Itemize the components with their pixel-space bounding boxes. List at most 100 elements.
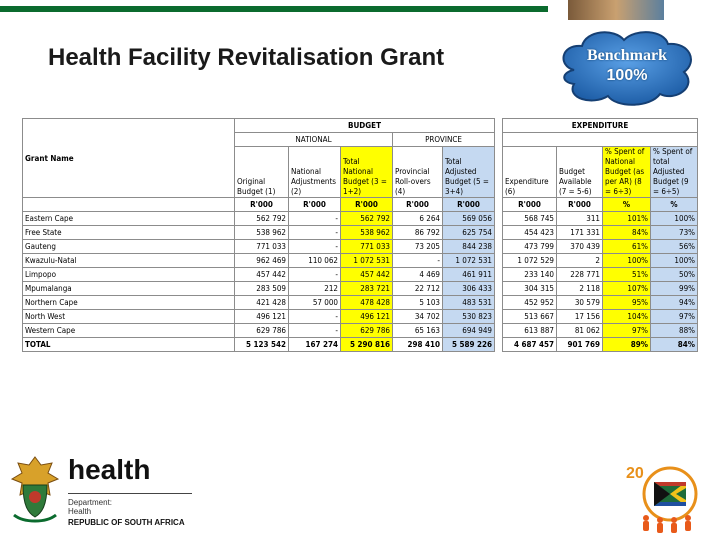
budget-cell: 457 442 bbox=[340, 267, 393, 282]
expenditure-cell: 30 579 bbox=[556, 295, 603, 310]
column-gap bbox=[494, 118, 503, 133]
budget-cell: 5 123 542 bbox=[234, 337, 289, 352]
budget-cell: 771 033 bbox=[234, 239, 289, 254]
table-row: Limpopo 457 442-457 442 4 469 461 911 233 14… bbox=[22, 267, 698, 282]
expenditure-subheader-blank bbox=[502, 132, 698, 147]
expenditure-cell: 84% bbox=[602, 225, 651, 240]
table-body: Eastern Cape 562 792-562 792 6 264 569 056 5… bbox=[22, 211, 698, 352]
expenditure-cell: 104% bbox=[602, 309, 651, 324]
expenditure-cell: 100% bbox=[650, 253, 698, 268]
budget-cell: 496 121 bbox=[340, 309, 393, 324]
unit-cell: R'000 bbox=[556, 197, 603, 212]
total-row: TOTAL 5 123 542 167 274 5 290 816 298 410 5 5… bbox=[22, 337, 698, 352]
province-name: Northern Cape bbox=[22, 295, 235, 310]
grant-table: Grant Name BUDGET EXPENDITURE NATIONAL P… bbox=[22, 118, 698, 352]
col-pct-national: % Spent of National Budget (as per AR) (… bbox=[602, 146, 651, 198]
column-gap bbox=[494, 281, 503, 296]
column-header-row: Original Budget (1) National Adjustments… bbox=[23, 146, 698, 198]
unit-cell: R'000 bbox=[340, 197, 393, 212]
expenditure-cell: 56% bbox=[650, 239, 698, 254]
budget-cell: 478 428 bbox=[340, 295, 393, 310]
expenditure-cell: 513 667 bbox=[502, 309, 557, 324]
column-gap bbox=[494, 239, 503, 254]
column-gap bbox=[494, 295, 503, 310]
expenditure-cell: 100% bbox=[650, 211, 698, 226]
province-name: Kwazulu-Natal bbox=[22, 253, 235, 268]
header-title-panel bbox=[0, 12, 548, 90]
budget-cell: 844 238 bbox=[442, 239, 495, 254]
column-gap bbox=[494, 253, 503, 268]
province-subheader: PROVINCE bbox=[392, 132, 495, 147]
grant-name-label: Grant Name bbox=[25, 153, 74, 163]
anniversary-logo-icon: 20 bbox=[626, 465, 698, 533]
health-wordmark: health bbox=[68, 454, 151, 485]
column-gap bbox=[494, 225, 503, 240]
expenditure-cell: 88% bbox=[650, 323, 698, 338]
budget-cell: - bbox=[392, 253, 443, 268]
budget-cell: - bbox=[288, 323, 341, 338]
province-name: North West bbox=[22, 309, 235, 324]
budget-cell: 569 056 bbox=[442, 211, 495, 226]
expenditure-cell: 1 072 529 bbox=[502, 253, 557, 268]
expenditure-cell: 311 bbox=[556, 211, 603, 226]
budget-cell: 4 469 bbox=[392, 267, 443, 282]
province-name: Mpumalanga bbox=[22, 281, 235, 296]
unit-cell: % bbox=[602, 197, 651, 212]
budget-cell: 5 589 226 bbox=[442, 337, 495, 352]
unit-cell: R'000 bbox=[234, 197, 289, 212]
budget-cell: 562 792 bbox=[340, 211, 393, 226]
budget-cell: 629 786 bbox=[234, 323, 289, 338]
expenditure-cell: 304 315 bbox=[502, 281, 557, 296]
budget-cell: 461 911 bbox=[442, 267, 495, 282]
expenditure-cell: 97% bbox=[602, 323, 651, 338]
budget-cell: 57 000 bbox=[288, 295, 341, 310]
table-row: Kwazulu-Natal 962 469 110 062 1 072 531- 1 0… bbox=[22, 253, 698, 268]
column-gap bbox=[494, 309, 503, 324]
budget-cell: 562 792 bbox=[234, 211, 289, 226]
expenditure-cell: 370 439 bbox=[556, 239, 603, 254]
expenditure-cell: 95% bbox=[602, 295, 651, 310]
col-header-text: Expenditure (6) bbox=[505, 177, 549, 196]
dept-line-1: Department: bbox=[68, 498, 113, 507]
table-row: Western Cape 629 786-629 786 65 163 694 949… bbox=[22, 323, 698, 338]
col-pct-adjusted: % Spent of total Adjusted Budget (9 = 6÷… bbox=[650, 146, 698, 198]
budget-cell: 5 290 816 bbox=[340, 337, 393, 352]
budget-cell: 110 062 bbox=[288, 253, 341, 268]
budget-cell: 22 712 bbox=[392, 281, 443, 296]
col-header-text: Total Adjusted Budget (5 = 3+4) bbox=[445, 157, 489, 196]
table-row: North West 496 121-496 121 34 702 530 823 51… bbox=[22, 309, 698, 324]
table-row: Free State 538 962-538 962 86 792 625 754 45… bbox=[22, 225, 698, 240]
budget-cell: 283 509 bbox=[234, 281, 289, 296]
col-total-adjusted-budget: Total Adjusted Budget (5 = 3+4) bbox=[442, 146, 495, 198]
budget-cell: 538 962 bbox=[234, 225, 289, 240]
budget-cell: 457 442 bbox=[234, 267, 289, 282]
expenditure-cell: 228 771 bbox=[556, 267, 603, 282]
budget-cell: 496 121 bbox=[234, 309, 289, 324]
expenditure-cell: 81 062 bbox=[556, 323, 603, 338]
budget-cell: 625 754 bbox=[442, 225, 495, 240]
header-photo bbox=[568, 0, 664, 20]
national-subheader: NATIONAL bbox=[234, 132, 393, 147]
budget-cell: 212 bbox=[288, 281, 341, 296]
budget-cell: 6 264 bbox=[392, 211, 443, 226]
expenditure-cell: 568 745 bbox=[502, 211, 557, 226]
province-name: Eastern Cape bbox=[22, 211, 235, 226]
unit-cell: R'000 bbox=[502, 197, 557, 212]
col-header-text: % Spent of total Adjusted Budget (9 = 6÷… bbox=[653, 147, 693, 197]
unit-cell: % bbox=[650, 197, 698, 212]
column-gap bbox=[494, 146, 503, 198]
col-header-text: Total National Budget (3 = 1+2) bbox=[343, 157, 387, 196]
benchmark-label: Benchmark 100% bbox=[560, 46, 694, 86]
expenditure-cell: 452 952 bbox=[502, 295, 557, 310]
expenditure-cell: 89% bbox=[602, 337, 651, 352]
col-expenditure: Expenditure (6) bbox=[502, 146, 557, 198]
expenditure-cell: 101% bbox=[602, 211, 651, 226]
budget-cell: 530 823 bbox=[442, 309, 495, 324]
budget-cell: 962 469 bbox=[234, 253, 289, 268]
col-header-text: Original Budget (1) bbox=[237, 177, 276, 196]
budget-cell: 306 433 bbox=[442, 281, 495, 296]
budget-cell: 1 072 531 bbox=[340, 253, 393, 268]
expenditure-cell: 17 156 bbox=[556, 309, 603, 324]
budget-cell: 538 962 bbox=[340, 225, 393, 240]
expenditure-cell: 51% bbox=[602, 267, 651, 282]
